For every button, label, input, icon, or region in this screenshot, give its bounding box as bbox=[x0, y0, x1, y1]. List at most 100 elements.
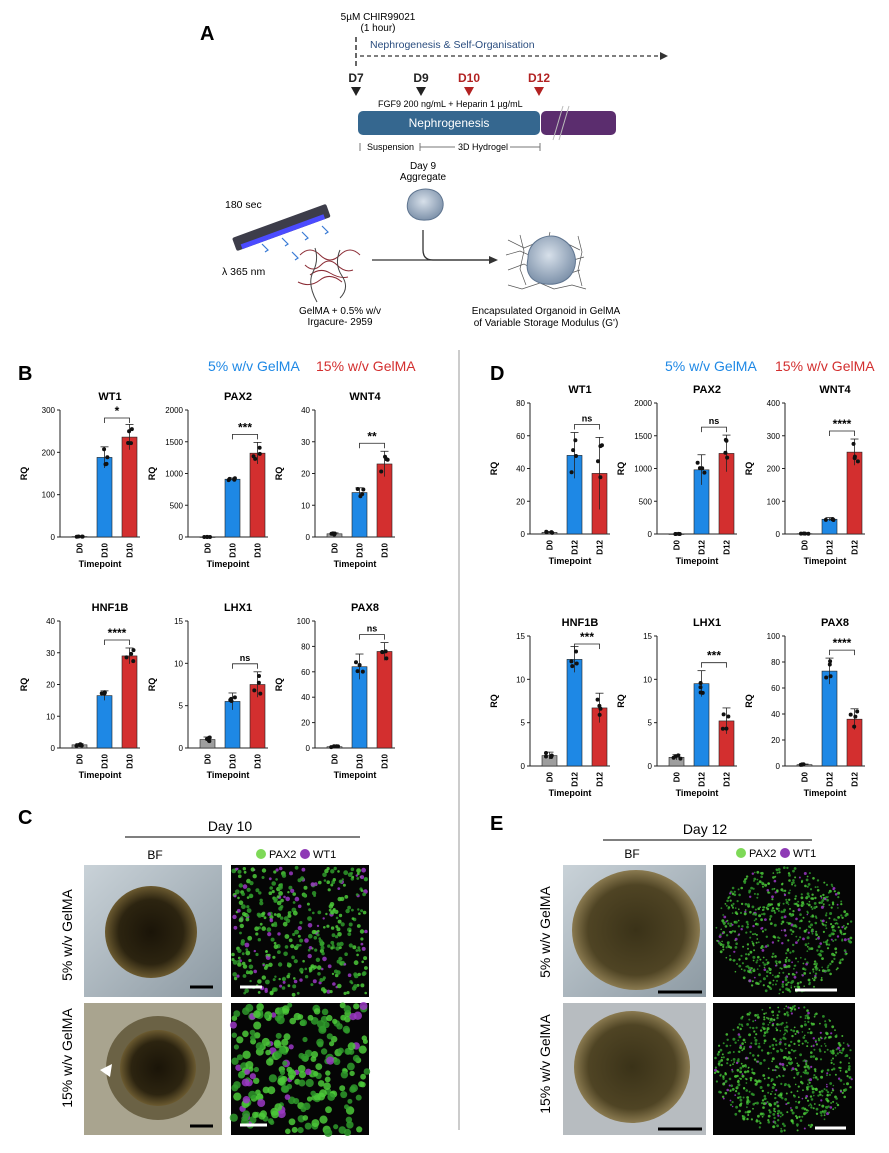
significance-bracket bbox=[574, 643, 600, 649]
cell bbox=[785, 1047, 787, 1050]
data-point bbox=[103, 462, 108, 467]
cell bbox=[778, 1062, 782, 1066]
cell bbox=[753, 871, 756, 874]
cell bbox=[805, 1095, 808, 1098]
cell bbox=[746, 1117, 749, 1121]
cell bbox=[803, 1023, 807, 1027]
cell bbox=[742, 1047, 745, 1051]
cell bbox=[763, 1034, 766, 1037]
cell bbox=[731, 912, 734, 914]
cell bbox=[362, 892, 366, 897]
panel-e-bf-label: BF bbox=[624, 847, 639, 861]
data-point bbox=[673, 531, 678, 536]
uv-time-label: 180 sec bbox=[225, 199, 262, 211]
cell bbox=[739, 1066, 743, 1070]
cell bbox=[777, 1023, 781, 1026]
cell bbox=[300, 1019, 307, 1027]
y-tick-label: 40 bbox=[771, 710, 780, 719]
cell bbox=[742, 1096, 745, 1099]
cell bbox=[775, 1039, 778, 1042]
cell bbox=[766, 1029, 769, 1031]
cell bbox=[729, 1103, 733, 1106]
cell bbox=[736, 1086, 739, 1089]
cell bbox=[756, 893, 759, 896]
cell bbox=[806, 936, 810, 940]
aggregate-day-label: Day 9 bbox=[410, 161, 437, 172]
cell bbox=[286, 1083, 293, 1090]
cell bbox=[293, 959, 298, 964]
cell bbox=[249, 881, 254, 886]
cell bbox=[803, 1065, 807, 1069]
cell bbox=[298, 1052, 305, 1059]
cell bbox=[782, 1036, 786, 1040]
cell bbox=[777, 936, 780, 939]
cell bbox=[781, 983, 784, 986]
cell bbox=[752, 1020, 755, 1023]
cell bbox=[319, 941, 325, 947]
cell bbox=[740, 928, 743, 931]
cell bbox=[273, 870, 277, 874]
cell bbox=[316, 965, 322, 970]
cell bbox=[847, 939, 851, 943]
cell bbox=[762, 1113, 765, 1116]
data-point bbox=[806, 531, 811, 536]
encap-label-line2: of Variable Storage Modulus (G') bbox=[474, 318, 619, 329]
cell bbox=[284, 1094, 291, 1100]
cell bbox=[326, 1014, 333, 1022]
cell bbox=[803, 1059, 806, 1062]
cell bbox=[781, 920, 785, 924]
cell bbox=[777, 1006, 780, 1009]
cell bbox=[776, 979, 778, 982]
y-tick-label: 300 bbox=[767, 432, 781, 441]
cell bbox=[361, 1035, 367, 1041]
cell bbox=[746, 1070, 750, 1073]
cell bbox=[752, 959, 755, 962]
data-point bbox=[360, 669, 365, 674]
cell bbox=[771, 895, 774, 899]
cell bbox=[767, 1120, 771, 1124]
cell bbox=[363, 1068, 371, 1075]
cell bbox=[744, 1111, 747, 1114]
y-tick-label: 60 bbox=[301, 668, 310, 677]
cell bbox=[748, 1018, 751, 1021]
cell bbox=[364, 991, 368, 995]
cell bbox=[725, 920, 728, 923]
cell bbox=[734, 1094, 737, 1096]
cell bbox=[767, 1091, 770, 1094]
cell bbox=[767, 1119, 770, 1122]
cell bbox=[826, 966, 829, 969]
cell bbox=[740, 886, 743, 890]
cell bbox=[744, 910, 747, 913]
x-tick-label: D0 bbox=[801, 771, 810, 782]
cell bbox=[746, 1096, 749, 1099]
cell bbox=[268, 891, 273, 895]
cell bbox=[776, 1112, 779, 1115]
cell bbox=[743, 881, 747, 884]
cell bbox=[772, 1018, 776, 1021]
data-point bbox=[379, 469, 384, 474]
x-tick-label: D0 bbox=[76, 542, 85, 553]
cell bbox=[774, 891, 777, 894]
cell bbox=[307, 923, 313, 928]
cell bbox=[771, 1043, 775, 1047]
cell bbox=[288, 1044, 294, 1050]
cell bbox=[740, 1062, 743, 1065]
cell bbox=[797, 960, 799, 963]
cell bbox=[310, 983, 314, 987]
cell bbox=[819, 1031, 822, 1034]
cell bbox=[306, 902, 310, 906]
data-point bbox=[571, 448, 576, 453]
cell bbox=[775, 962, 778, 965]
cell bbox=[847, 1067, 851, 1070]
cell bbox=[804, 1017, 807, 1020]
cell bbox=[806, 1087, 809, 1091]
cell bbox=[776, 1100, 778, 1103]
cell bbox=[259, 898, 263, 902]
cell bbox=[740, 968, 743, 970]
cell bbox=[280, 883, 283, 886]
cell bbox=[819, 895, 823, 898]
y-axis-label: RQ bbox=[489, 462, 499, 476]
cell bbox=[762, 1102, 766, 1106]
cell bbox=[722, 943, 725, 947]
